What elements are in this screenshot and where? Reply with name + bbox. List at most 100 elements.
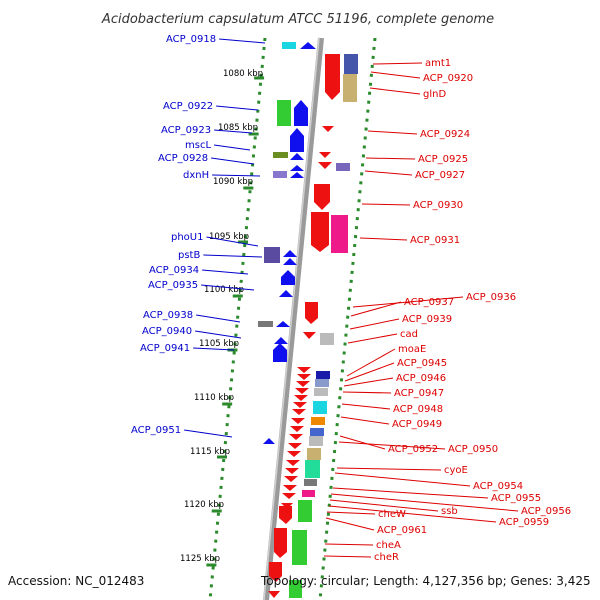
label-leader bbox=[367, 130, 418, 135]
scale-tick-label: 1120 kbp bbox=[184, 500, 224, 510]
label-leader bbox=[214, 129, 253, 134]
gene-label-minus: cad bbox=[400, 329, 418, 340]
gene-label-plus: ACP_0951 bbox=[131, 425, 181, 436]
gene-label-minus: ACP_0937 bbox=[404, 297, 454, 308]
gene-label-minus: ACP_0950 bbox=[448, 444, 498, 455]
backbone bbox=[263, 37, 324, 600]
label-leader bbox=[343, 377, 394, 387]
gene-label-minus: ACP_0947 bbox=[394, 388, 444, 399]
label-leader bbox=[201, 284, 255, 291]
gene-label-minus: ACP_0946 bbox=[396, 373, 446, 384]
gene-label-minus: glnD bbox=[423, 89, 446, 100]
gene-label-minus: cyoE bbox=[444, 465, 468, 476]
gene-dxnh bbox=[273, 171, 287, 178]
gene-label-plus: pstB bbox=[178, 250, 200, 261]
label-leader bbox=[341, 403, 391, 410]
label-leader bbox=[326, 511, 376, 515]
label-leader bbox=[346, 348, 396, 377]
gene-dxnh-b bbox=[290, 165, 304, 171]
gene-label-minus: ACP_0955 bbox=[491, 493, 541, 504]
gene-label-plus: dxnH bbox=[183, 170, 209, 181]
label-leader bbox=[195, 330, 242, 339]
label-leader bbox=[196, 314, 241, 323]
gene-acp-0934 bbox=[281, 270, 295, 285]
label-leader bbox=[338, 441, 446, 450]
topology-text: Topology: circular; Length: 4,127,356 bp… bbox=[261, 574, 591, 588]
gene-label-minus: ACP_0936 bbox=[466, 292, 516, 303]
label-leader bbox=[352, 296, 464, 308]
gene-label-plus: ACP_0938 bbox=[143, 310, 193, 321]
gene-label-minus: amt1 bbox=[425, 58, 451, 69]
label-leader bbox=[216, 105, 259, 111]
plus-strand-labels: ACP_0918 ACP_0922 ACP_0923 mscL ACP_0928 dxnH… bbox=[131, 34, 266, 438]
gene-acp-0935 bbox=[279, 290, 293, 297]
gene-label-plus: phoU1 bbox=[171, 232, 204, 243]
label-leader bbox=[324, 543, 374, 546]
gene-acp-0922b bbox=[294, 100, 308, 126]
gene-label-minus: ACP_0939 bbox=[402, 314, 452, 325]
label-leader bbox=[344, 362, 395, 382]
accession-text: Accession: NC_012483 bbox=[8, 574, 145, 588]
scale-tick-label: 1085 kbp bbox=[218, 123, 258, 133]
label-leader bbox=[211, 157, 255, 165]
gene-label-plus: ACP_0923 bbox=[161, 125, 211, 136]
label-leader bbox=[325, 517, 375, 531]
gene-phou1-b bbox=[283, 250, 297, 257]
scale-tick-label: 1115 kbp bbox=[190, 447, 230, 457]
gene-label-minus: ACP_0924 bbox=[420, 129, 470, 140]
label-leader bbox=[349, 318, 400, 330]
gene-label-plus: ACP_0935 bbox=[148, 280, 198, 291]
scale-tick-label: 1110 kbp bbox=[194, 393, 234, 403]
gene-label-minus: ACP_0949 bbox=[392, 419, 442, 430]
label-leader bbox=[329, 499, 439, 512]
gene-acp-0938b bbox=[276, 321, 290, 327]
label-leader bbox=[365, 157, 416, 160]
plus-strand-genes bbox=[258, 42, 316, 444]
label-leader bbox=[219, 38, 266, 44]
label-leader bbox=[212, 174, 261, 177]
gene-label-minus: cheW bbox=[378, 509, 406, 520]
gene-label-minus: cheR bbox=[374, 552, 399, 563]
label-leader bbox=[359, 237, 408, 241]
gene-label-plus: ACP_0941 bbox=[140, 343, 190, 354]
scale-tick-label: 1080 kbp bbox=[223, 69, 263, 79]
label-leader bbox=[342, 391, 392, 394]
gene-acp-0951 bbox=[263, 438, 275, 444]
gene-acp-0941 bbox=[273, 343, 287, 362]
gene-acp-0940 bbox=[274, 337, 288, 344]
gene-label-plus: ACP_0940 bbox=[142, 326, 192, 337]
gene-label-minus: ACP_0927 bbox=[415, 170, 465, 181]
gene-label-plus: ACP_0928 bbox=[158, 153, 208, 164]
gene-phou1 bbox=[264, 247, 280, 263]
label-leader bbox=[193, 347, 235, 351]
label-leader bbox=[206, 236, 259, 247]
label-leader bbox=[350, 301, 402, 317]
label-leader bbox=[213, 144, 251, 151]
gene-acp-0938 bbox=[258, 321, 273, 327]
gene-label-minus: ACP_0948 bbox=[393, 404, 443, 415]
label-leader bbox=[323, 555, 372, 558]
scale-tick-label: 1095 kbp bbox=[209, 232, 249, 242]
gene-label-plus: mscL bbox=[185, 140, 211, 151]
gene-label-minus: ACP_0961 bbox=[377, 525, 427, 536]
label-leader bbox=[184, 429, 233, 438]
label-leader bbox=[334, 472, 471, 487]
gene-label-minus: ACP_0920 bbox=[423, 73, 473, 84]
gene-label-minus: ACP_0959 bbox=[499, 517, 549, 528]
label-leader bbox=[364, 170, 413, 176]
scale-tick-label: 1105 kbp bbox=[199, 339, 239, 349]
label-leader bbox=[203, 254, 263, 258]
gene-acp-0928 bbox=[290, 153, 304, 160]
gene-pstb bbox=[283, 258, 297, 265]
minus-strand-labels: amt1 ACP_0920 glnD ACP_0924 ACP_0925 ACP_0927… bbox=[323, 58, 571, 563]
gene-dxnh-c bbox=[290, 172, 304, 178]
gene-label-minus: moaE bbox=[398, 344, 426, 355]
label-leader bbox=[347, 333, 398, 344]
gene-label-minus: ACP_0925 bbox=[418, 154, 468, 165]
gene-label-minus: cheA bbox=[376, 540, 401, 551]
gene-label-plus: ACP_0918 bbox=[166, 34, 216, 45]
gene-label-minus: ACP_0930 bbox=[413, 200, 463, 211]
scale-tick-label: 1090 kbp bbox=[213, 177, 253, 187]
label-leader bbox=[336, 467, 442, 471]
